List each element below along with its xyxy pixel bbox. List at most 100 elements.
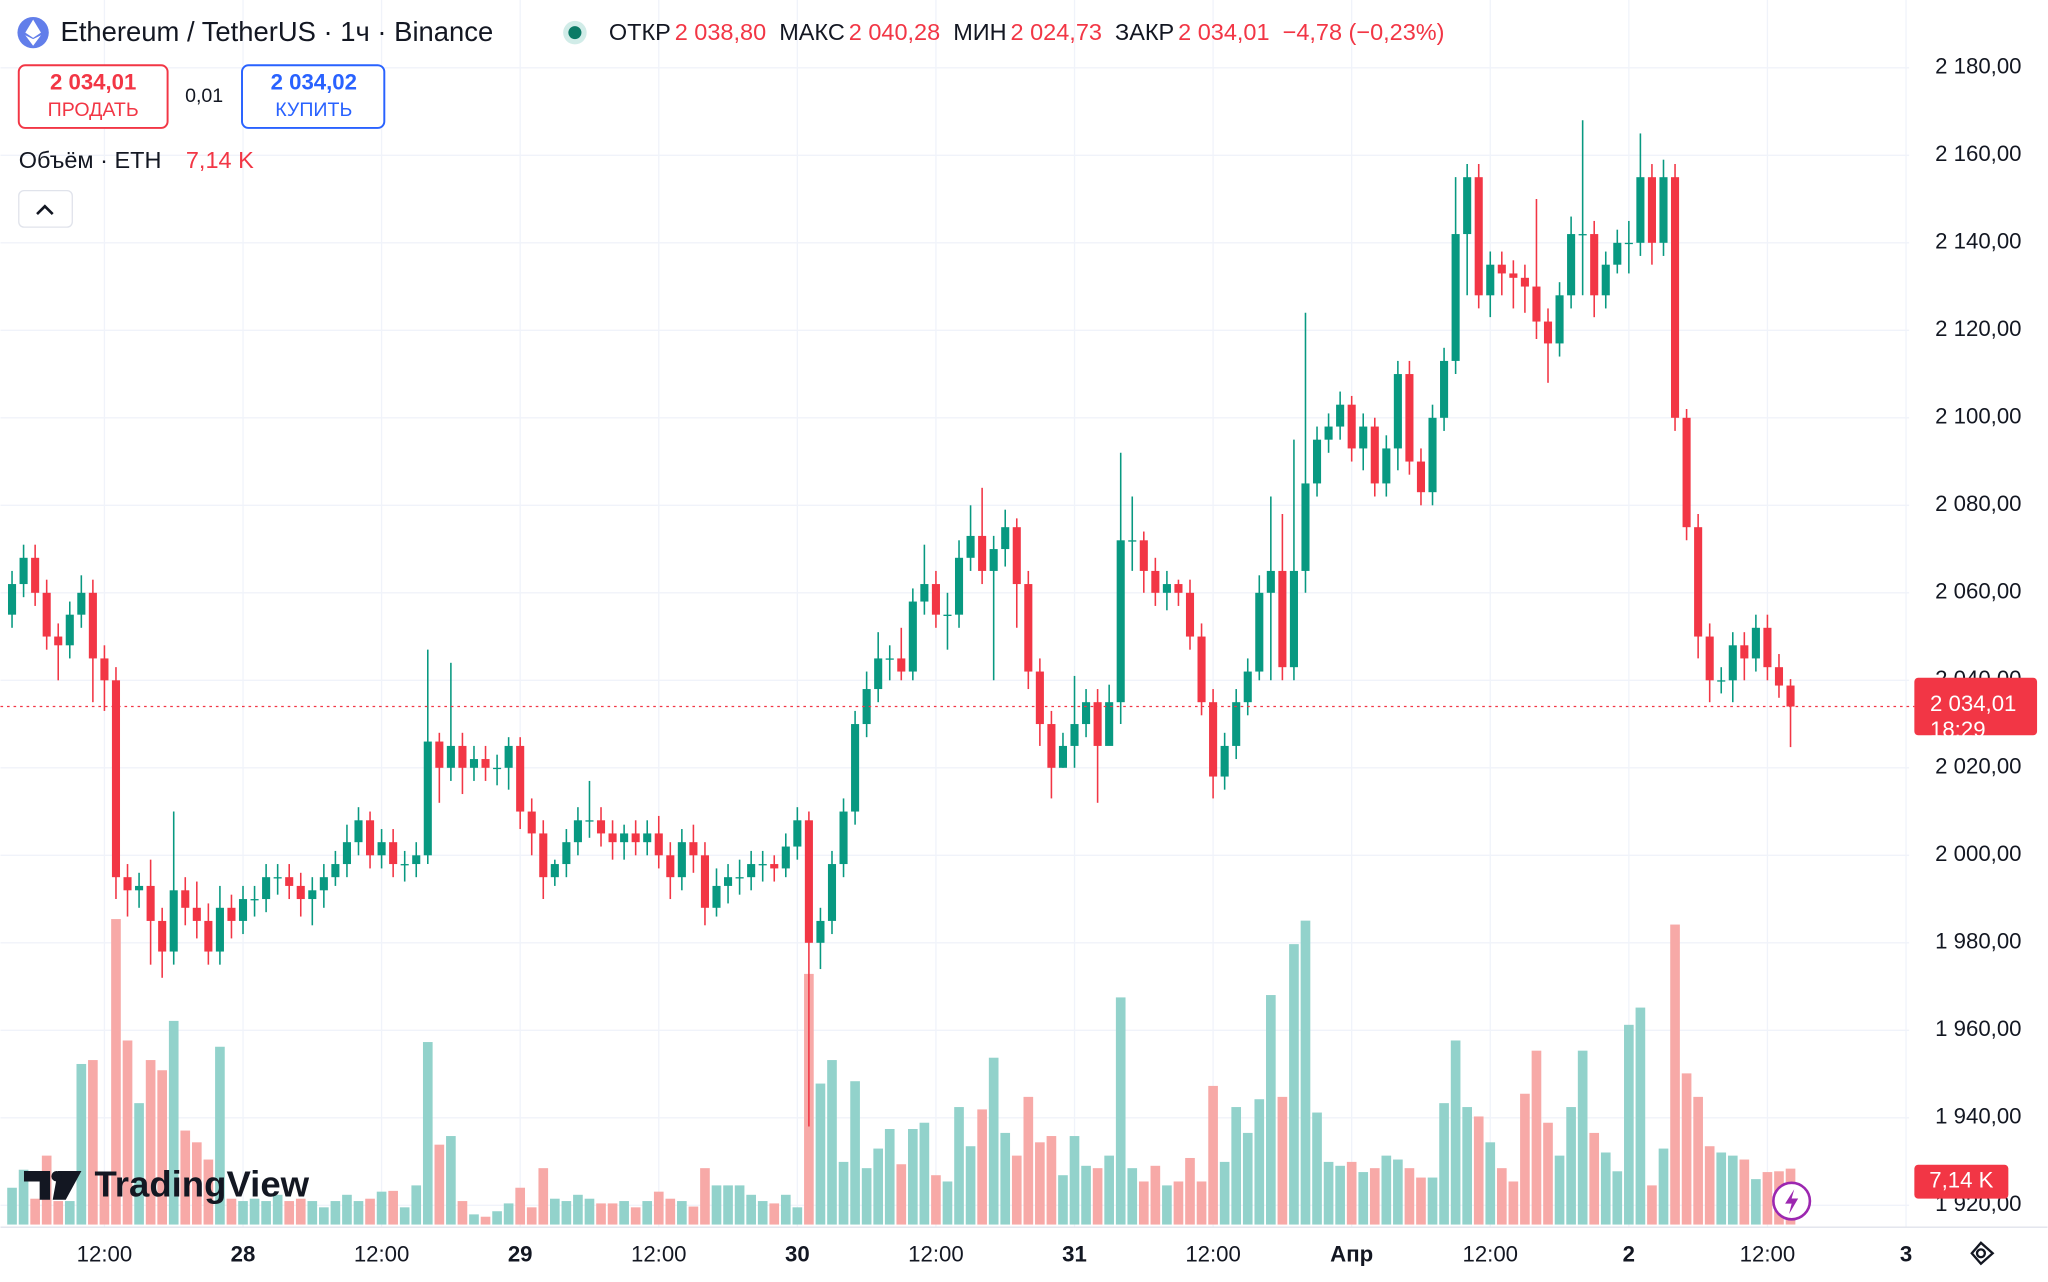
volume-bar	[884, 1128, 895, 1225]
buy-button[interactable]	[241, 64, 386, 129]
candle-body	[1105, 702, 1114, 746]
buy-price: 2 034,02	[271, 69, 357, 94]
volume-bar	[1404, 1168, 1415, 1225]
countdown: 18:29	[1930, 717, 1986, 742]
volume-bar	[365, 1198, 375, 1225]
candle-body	[354, 820, 363, 843]
volume-title: Объём · ETH	[19, 147, 162, 173]
volume-bar	[353, 1201, 364, 1225]
y-tick-label: 2 180,00	[1935, 54, 2021, 79]
x-tick-label: 12:00	[631, 1242, 687, 1267]
candle-body	[562, 842, 571, 865]
volume-bar	[434, 1144, 445, 1225]
candle-body	[1220, 745, 1229, 777]
candle-body	[1058, 745, 1068, 768]
candle-body	[1728, 645, 1737, 681]
volume-bar	[1762, 1172, 1773, 1225]
candle-body	[1243, 671, 1252, 703]
candle-body	[504, 745, 513, 768]
status-dot	[568, 26, 582, 40]
brand-dot	[51, 1171, 62, 1182]
y-tick-label: 2 100,00	[1935, 404, 2021, 429]
candle-body	[989, 549, 998, 571]
volume-bar	[203, 1159, 214, 1225]
volume-bar	[18, 1169, 29, 1225]
volume-bar	[1254, 1099, 1265, 1225]
candle-body	[1185, 592, 1195, 637]
ohlc-value: 2 024,73	[1011, 19, 1102, 45]
candle-body	[389, 842, 398, 865]
volume-bar	[1092, 1168, 1103, 1225]
candle-body	[1255, 592, 1264, 672]
candle-body	[493, 767, 502, 770]
candle-body	[308, 890, 317, 900]
volume-bar	[122, 1040, 133, 1225]
volume-bar	[1508, 1181, 1519, 1225]
candle-body	[700, 855, 709, 908]
volume-bar	[469, 1214, 479, 1225]
volume-bar	[1693, 1096, 1703, 1225]
volume-bar	[1727, 1155, 1738, 1225]
volume-bar	[515, 1187, 526, 1225]
ohlc-change: −4,78 (−0,23%)	[1283, 19, 1445, 45]
volume-bar	[850, 1081, 860, 1225]
candle-body	[19, 557, 28, 585]
candle-body	[1659, 177, 1668, 243]
candle-body	[874, 658, 883, 690]
candle-body	[435, 741, 444, 768]
x-tick-label: 30	[785, 1242, 810, 1267]
volume-bar	[422, 1042, 433, 1225]
candle-body	[666, 855, 675, 878]
volume-bar	[1462, 1107, 1472, 1225]
candle-body	[816, 920, 825, 943]
candle-body	[1590, 234, 1599, 296]
volume-bar	[653, 1191, 664, 1225]
candle-body	[1151, 570, 1160, 593]
candle-body	[1497, 264, 1506, 274]
volume-bar	[284, 1201, 295, 1225]
volume-bar	[1496, 1168, 1507, 1225]
candle-body	[123, 877, 132, 891]
volume-bar	[53, 1201, 64, 1225]
volume-bar	[1300, 920, 1311, 1225]
candle-body	[1359, 426, 1368, 449]
sell-button[interactable]	[17, 64, 169, 129]
y-tick-label: 1 980,00	[1935, 929, 2021, 954]
candle-body	[897, 658, 906, 672]
volume-bar	[272, 1194, 283, 1225]
volume-bar	[1208, 1085, 1218, 1225]
volume-bar	[827, 1060, 837, 1225]
candle-body	[793, 820, 802, 847]
x-tick-label: 12:00	[354, 1242, 410, 1267]
volume-bar	[1485, 1142, 1496, 1225]
candle-body	[527, 811, 536, 834]
x-tick-label: 12:00	[77, 1242, 133, 1267]
candle-body	[885, 658, 894, 660]
volume-bar	[977, 1109, 987, 1225]
volume-bar	[1427, 1177, 1438, 1225]
candle-body	[262, 877, 271, 900]
candle-body	[146, 885, 155, 921]
candle-body	[285, 877, 294, 886]
volume-bar	[1751, 1179, 1761, 1225]
candle-body	[1613, 242, 1622, 265]
volume-bar	[261, 1201, 271, 1225]
header: Ethereum / TetherUS · 1ч · Binance ОТКР 2…	[17, 16, 1445, 228]
collapse-button[interactable]	[18, 189, 73, 228]
candle-body	[931, 584, 940, 615]
settings-icon[interactable]	[1970, 1241, 1995, 1266]
candle-body	[1440, 360, 1449, 418]
volume-bar	[342, 1194, 352, 1225]
volume-bar	[76, 1063, 87, 1225]
volume-bar	[1289, 944, 1299, 1225]
last-volume-box	[1914, 1164, 2009, 1199]
candle-body	[1578, 234, 1587, 236]
volume-bar	[619, 1201, 629, 1225]
candle-body	[596, 820, 606, 834]
volume-bar	[191, 1142, 202, 1225]
volume-bar	[226, 1198, 237, 1225]
candle-body	[204, 920, 213, 952]
volume-bar	[64, 1201, 75, 1225]
volume-bar	[1543, 1122, 1553, 1225]
volume-bar	[665, 1198, 676, 1225]
